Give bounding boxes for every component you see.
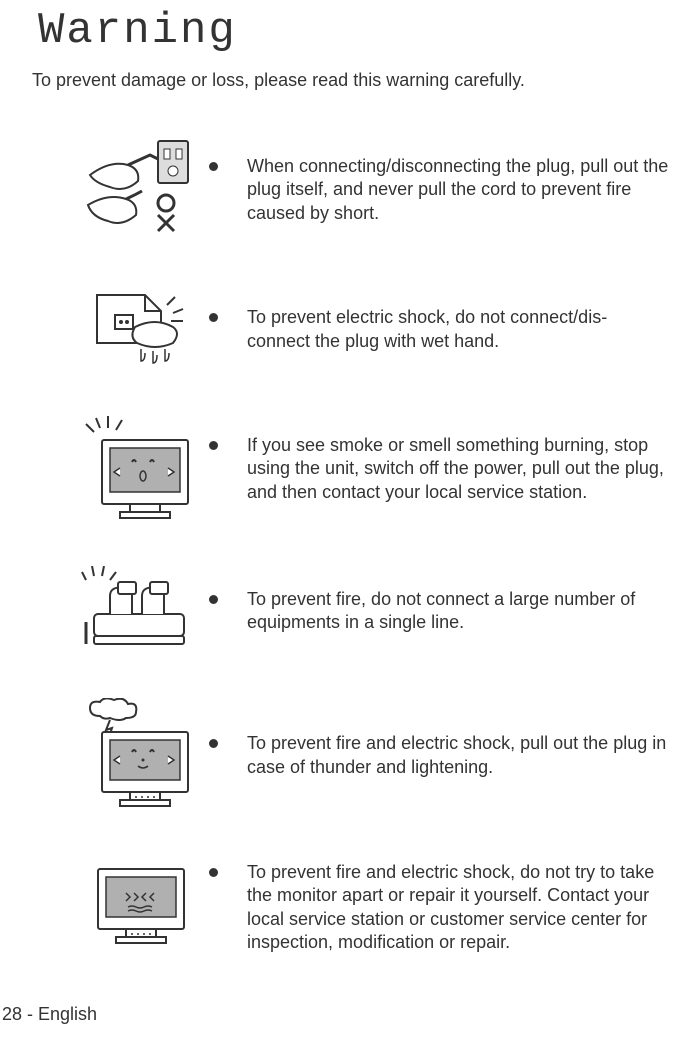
no-disassemble-icon — [75, 855, 205, 960]
smoke-monitor-icon — [75, 414, 205, 524]
warning-item: To prevent fire, do not connect a large … — [75, 566, 669, 656]
warning-text: If you see smoke or smell something burn… — [205, 434, 669, 504]
warning-item: To prevent fire and electric shock, pull… — [75, 698, 669, 813]
warning-text: To prevent fire and electric shock, do n… — [205, 861, 669, 955]
warning-item: To prevent fire and electric shock, do n… — [75, 855, 669, 960]
warning-item: When connecting/disconnecting the plug, … — [75, 135, 669, 245]
wet-hand-icon — [75, 287, 205, 372]
page-footer: 28 - English — [2, 1004, 97, 1025]
power-strip-icon — [75, 566, 205, 656]
bullet-icon — [209, 739, 218, 748]
warning-text-body: If you see smoke or smell something burn… — [225, 434, 669, 504]
bullet-icon — [209, 595, 218, 604]
warning-item: If you see smoke or smell something burn… — [75, 414, 669, 524]
thunder-monitor-icon — [75, 698, 205, 813]
warning-text-body: To prevent electric shock, do not connec… — [225, 306, 669, 353]
warning-text: To prevent fire and electric shock, pull… — [205, 732, 669, 779]
warning-text-body: To prevent fire, do not connect a large … — [225, 588, 669, 635]
bullet-icon — [209, 313, 218, 322]
bullet-icon — [209, 441, 218, 450]
plug-pull-icon — [75, 135, 205, 245]
page-title: Warning — [20, 0, 669, 56]
warning-list: When connecting/disconnecting the plug, … — [20, 135, 669, 960]
warning-text-body: When connecting/disconnecting the plug, … — [225, 155, 669, 225]
warning-item: To prevent electric shock, do not connec… — [75, 287, 669, 372]
bullet-icon — [209, 868, 218, 877]
warning-text-body: To prevent fire and electric shock, pull… — [225, 732, 669, 779]
bullet-icon — [209, 162, 218, 171]
warning-text-body: To prevent fire and electric shock, do n… — [225, 861, 669, 955]
warning-text: When connecting/disconnecting the plug, … — [205, 155, 669, 225]
warning-text: To prevent electric shock, do not connec… — [205, 306, 669, 353]
warning-text: To prevent fire, do not connect a large … — [205, 588, 669, 635]
intro-text: To prevent damage or loss, please read t… — [20, 70, 669, 91]
